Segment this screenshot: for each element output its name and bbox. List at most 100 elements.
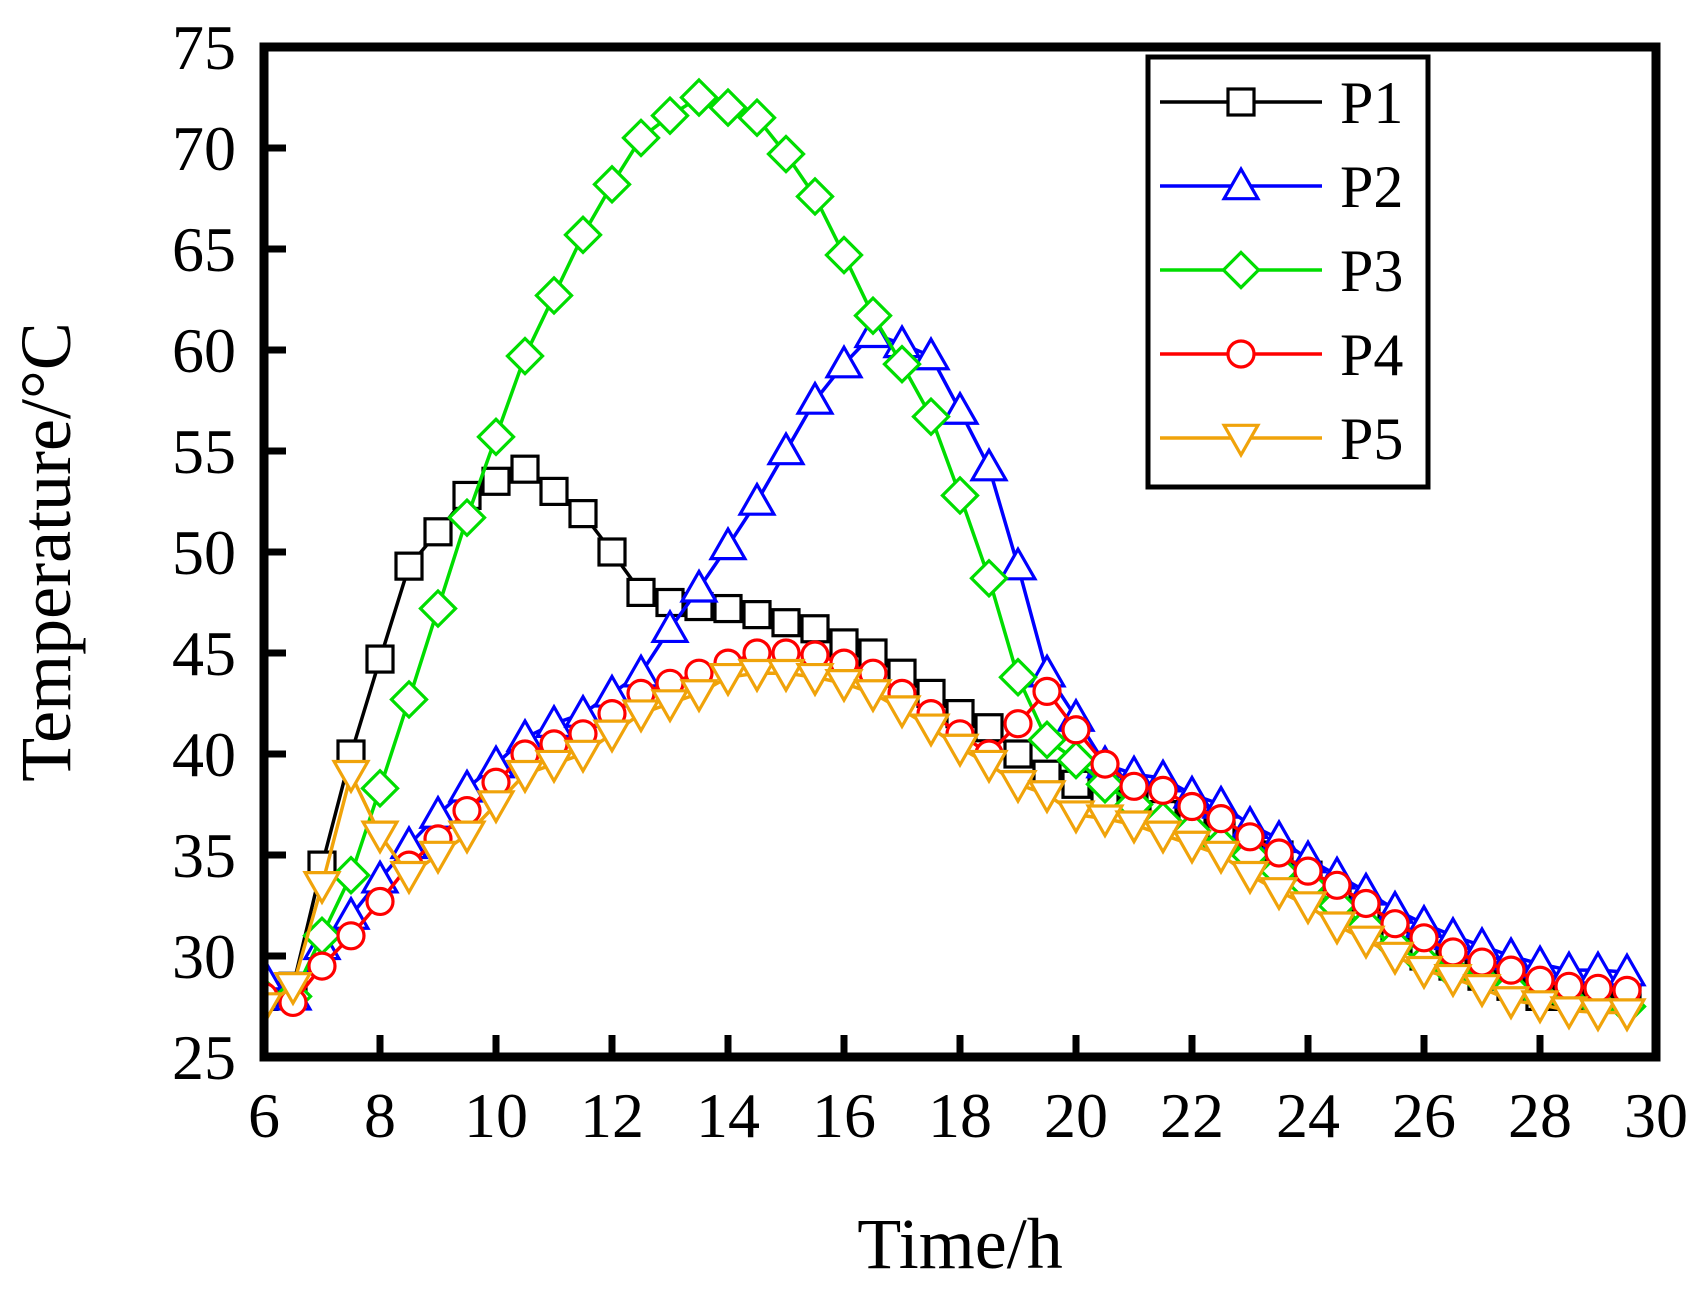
- data-point-p2: [795, 380, 835, 415]
- data-point-p4: [365, 886, 395, 917]
- data-point-p4: [1554, 971, 1584, 1001]
- data-point-p3: [882, 344, 922, 384]
- data-point-p3: [737, 97, 777, 138]
- data-point-p5: [621, 699, 661, 734]
- data-point-p4: [1032, 676, 1062, 706]
- data-point-p3: [650, 95, 690, 136]
- y-tick-label: 65: [172, 214, 236, 285]
- legend-marker-p1: [1226, 87, 1256, 117]
- data-point-p3: [1056, 740, 1096, 780]
- data-point-p4: [1525, 965, 1555, 995]
- x-tick-label: 8: [364, 1080, 396, 1151]
- data-point-p4: [1467, 947, 1497, 977]
- data-point-p5: [563, 739, 603, 775]
- data-point-p5: [476, 790, 516, 825]
- x-tick-label: 10: [464, 1080, 528, 1151]
- legend-marker-p5: [1221, 423, 1261, 459]
- legend-item-p1: P1: [1160, 70, 1403, 136]
- data-point-p3: [766, 134, 806, 174]
- data-point-p3: [592, 164, 632, 205]
- data-point-p5: [1230, 860, 1270, 896]
- data-point-p2: [824, 344, 864, 379]
- data-point-p3: [911, 396, 951, 437]
- x-tick-label: 20: [1044, 1080, 1108, 1151]
- legend-label-p3: P3: [1340, 238, 1403, 304]
- data-point-p3: [1027, 720, 1067, 760]
- data-point-p5: [1172, 830, 1212, 866]
- y-tick-label: 40: [172, 719, 236, 790]
- data-point-p5: [1607, 998, 1647, 1033]
- data-point-p5: [824, 669, 864, 704]
- data-point-p3: [418, 588, 458, 629]
- data-point-p3: [563, 215, 603, 255]
- data-point-p5: [1288, 891, 1328, 926]
- data-point-p5: [1404, 955, 1444, 991]
- data-point-p4: [307, 951, 337, 981]
- data-point-p5: [969, 749, 1009, 785]
- data-point-p3: [708, 87, 748, 128]
- data-point-p4: [1206, 804, 1236, 834]
- x-tick-label: 30: [1624, 1080, 1688, 1151]
- data-point-p3: [853, 295, 893, 336]
- y-tick-label: 50: [172, 517, 236, 588]
- data-point-p4: [1351, 888, 1381, 919]
- data-point-p1: [626, 577, 656, 608]
- data-point-p1: [510, 454, 540, 484]
- data-point-p3: [331, 855, 371, 896]
- data-point-p3: [969, 558, 1009, 599]
- x-tick-label: 26: [1392, 1080, 1456, 1151]
- data-point-p5: [1375, 941, 1415, 977]
- data-point-p5: [1520, 990, 1560, 1025]
- series-p5: [264, 658, 1647, 1033]
- legend-item-p5: P5: [1160, 406, 1403, 472]
- data-point-p3: [940, 475, 980, 516]
- data-point-p4: [1061, 715, 1091, 745]
- data-point-p5: [534, 749, 574, 785]
- x-tick-label: 14: [696, 1080, 760, 1151]
- data-point-p5: [360, 820, 400, 855]
- x-tick-label: 16: [812, 1080, 876, 1151]
- data-point-p5: [911, 713, 951, 748]
- data-point-p3: [998, 657, 1038, 698]
- data-point-p5: [1114, 810, 1154, 845]
- data-point-p4: [1003, 709, 1033, 739]
- y-tick-label: 30: [172, 921, 236, 992]
- data-point-p4: [1119, 771, 1149, 801]
- data-point-p1: [481, 466, 511, 496]
- legend-box: [1145, 54, 1431, 490]
- data-point-p1: [539, 476, 569, 506]
- data-point-p5: [273, 972, 313, 1007]
- data-point-p5: [1085, 804, 1125, 839]
- data-point-p5: [592, 719, 632, 754]
- data-point-p1: [394, 551, 424, 581]
- data-point-p4: [1583, 973, 1613, 1003]
- x-tick-label: 24: [1276, 1080, 1340, 1151]
- data-point-p5: [795, 662, 835, 698]
- data-point-p2: [911, 335, 951, 371]
- legend-label-p4: P4: [1340, 322, 1403, 388]
- data-point-p5: [302, 871, 342, 906]
- data-point-p5: [650, 689, 690, 724]
- data-point-p5: [940, 733, 980, 769]
- data-point-p2: [737, 481, 777, 516]
- legend-marker-p3: [1221, 250, 1261, 290]
- data-point-p3: [389, 679, 429, 720]
- data-point-p2: [650, 608, 690, 644]
- y-tick-label: 75: [172, 12, 236, 83]
- legend: P1 P2 P3 P4 P5: [1145, 54, 1431, 490]
- data-point-p5: [447, 820, 487, 855]
- data-point-p4: [1496, 955, 1526, 985]
- data-point-p3: [795, 176, 835, 217]
- data-point-p3: [679, 77, 719, 118]
- data-point-p5: [1346, 925, 1386, 960]
- data-point-p1: [800, 614, 830, 644]
- data-point-p4: [452, 795, 482, 826]
- data-point-p2: [940, 390, 980, 425]
- x-tick-label: 18: [928, 1080, 992, 1151]
- data-point-p4: [1264, 838, 1294, 868]
- legend-label-p5: P5: [1340, 406, 1403, 472]
- legend-item-p2: P2: [1160, 154, 1403, 220]
- data-point-p3: [824, 235, 864, 275]
- data-point-p5: [998, 770, 1038, 805]
